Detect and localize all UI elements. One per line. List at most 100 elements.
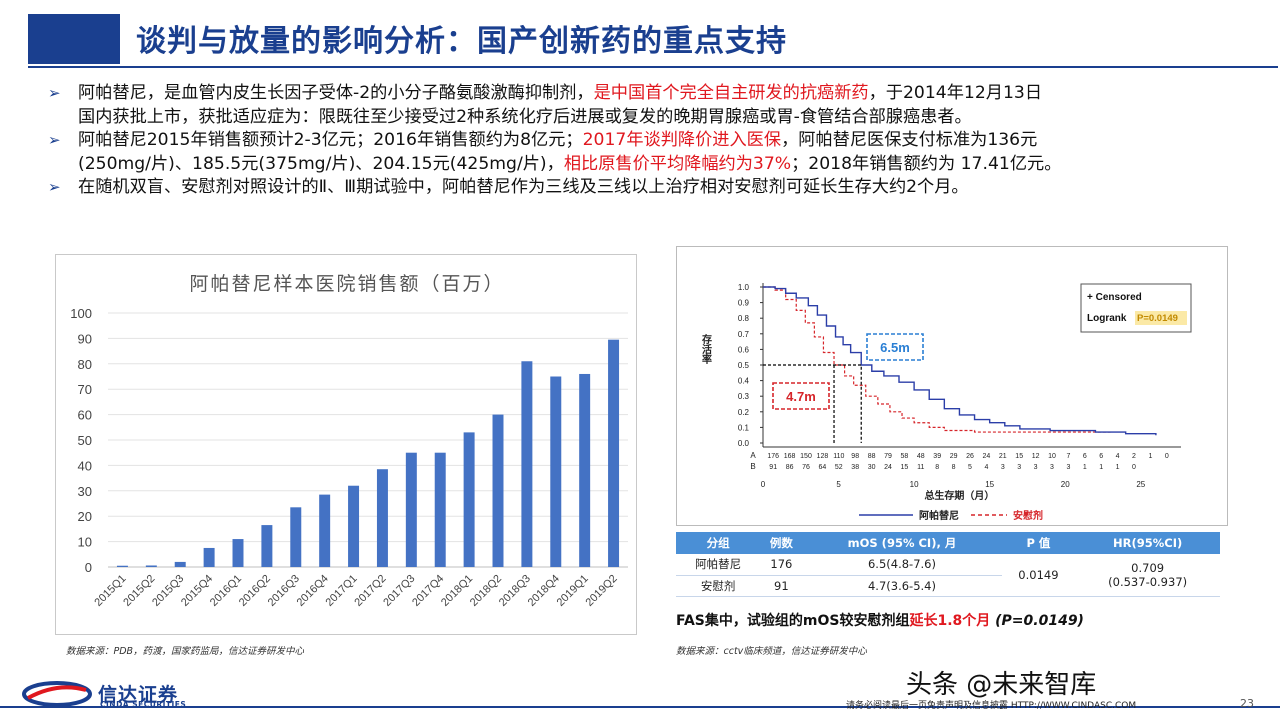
km-x-tick-label: 20: [1061, 480, 1070, 489]
hr-ci: (0.537-0.937): [1108, 574, 1188, 589]
bullet-text: (250mg/片)、185.5元(375mg/片)、204.15元(425mg/…: [78, 153, 564, 174]
km-y-label: 存活率: [700, 333, 712, 365]
bar: [145, 565, 157, 567]
y-tick-label: 0: [85, 560, 92, 575]
company-logo: 信达证券 CINDA SECURITIES: [22, 680, 232, 709]
highlight-text: 是中国首个完全自主研发的抗癌新药: [593, 83, 869, 103]
bar: [376, 469, 388, 567]
col-p: P 值: [1001, 532, 1076, 554]
bullet-item: ➢ 阿帕替尼，是血管内皮生长因子受体-2的小分子酪氨酸激酶抑制剂，是中国首个完全自…: [36, 82, 1266, 129]
risk-a-value: 21: [999, 453, 1007, 460]
sales-chart: 阿帕替尼样本医院销售额（百万） 0 10 20 30 40 50 60 70 80 90 100 20…: [55, 254, 637, 635]
km-y-tick-label: 0.2: [738, 408, 750, 417]
risk-a-value: 26: [966, 453, 974, 460]
km-drug-curve: [763, 286, 1157, 436]
title-accent-gap: [120, 14, 125, 64]
annot-box-drug: [866, 333, 924, 361]
logo-swoosh-icon: [22, 681, 92, 707]
risk-a-value: 110: [833, 453, 844, 460]
bullet-text: ；2018年销售额约为 17.41亿元。: [791, 153, 1062, 174]
y-tick-label: 30: [78, 484, 92, 499]
km-survival-plot: 1.0 0.9 0.8 0.7 0.6 0.5 0.4 0.3 0.2 0.1 0.0 存活率 0 5 10…: [676, 246, 1228, 526]
risk-a-value: 58: [901, 453, 909, 460]
bar: [348, 485, 360, 567]
km-x-label: 总生存期（月）: [924, 489, 994, 502]
legend-p-bg: [1135, 311, 1187, 325]
annot-placebo: 4.7m: [786, 389, 816, 404]
table-header-row: 分组 例数 mOS (95% CI), 月 P 值 HR(95%CI): [676, 532, 1220, 554]
risk-b-value: 86: [786, 464, 794, 471]
bullet-text: ，阿帕替尼医保支付标准为136元: [781, 130, 1038, 150]
page-number: 23: [1240, 697, 1254, 710]
footer-rule: [0, 706, 1280, 708]
km-x-tick-label: 15: [985, 480, 994, 489]
km-y-tick-label: 0.0: [738, 439, 750, 448]
risk-a-value: 6: [1099, 453, 1103, 460]
cell-group: 安慰剂: [676, 575, 761, 597]
km-y-tick-label: 0.8: [738, 314, 750, 323]
risk-row-a-label: A: [750, 451, 756, 460]
cell-hr: 0.709 (0.537-0.937): [1075, 554, 1220, 597]
cell-p-value: 0.0149: [1001, 554, 1076, 597]
bar: [608, 339, 620, 567]
fas-conclusion: FAS集中，试验组的mOS较安慰剂组延长1.8个月 (P=0.0149): [676, 610, 1084, 630]
title-rule: [28, 66, 1278, 68]
risk-b-value: 15: [901, 464, 909, 471]
title-bar: 谈判与放量的影响分析：国产创新药的重点支持: [8, 6, 1278, 68]
bullet-text: 阿帕替尼2015年销售额预计2-3亿元；2016年销售额约为8亿元；: [78, 130, 583, 150]
disclaimer: 请务必阅读最后一页免责声明及信息披露 HTTP://WWW.CINDASC.CO…: [846, 701, 1137, 711]
km-source: 数据来源：cctv临床频道，信达证券研发中心: [676, 646, 867, 657]
risk-a-value: 12: [1032, 453, 1040, 460]
cell-n: 91: [760, 575, 803, 597]
col-hr: HR(95%CI): [1075, 532, 1220, 554]
fas-suffix: (P=0.0149): [995, 613, 1084, 629]
col-n: 例数: [760, 532, 803, 554]
bar: [116, 565, 128, 567]
cell-mos: 4.7(3.6-5.4): [802, 575, 1002, 597]
annot-box-placebo: [772, 382, 830, 410]
risk-b-value: 5: [968, 464, 972, 471]
risk-b-value: 76: [802, 464, 810, 471]
risk-b-value: 1: [1116, 464, 1120, 471]
risk-b-value: 4: [984, 464, 988, 471]
bar: [463, 432, 475, 567]
km-y-tick-label: 0.4: [738, 377, 750, 386]
mos-table: 分组 例数 mOS (95% CI), 月 P 值 HR(95%CI) 阿帕替尼…: [676, 532, 1220, 597]
risk-a-value: 1: [1148, 453, 1152, 460]
chart-title: 阿帕替尼样本医院销售额（百万）: [189, 273, 505, 295]
risk-b-value: 0: [1132, 464, 1136, 471]
bar: [550, 376, 562, 567]
fas-prefix: FAS集中，试验组的mOS较安慰剂组: [676, 613, 910, 629]
risk-a-value: 39: [933, 453, 941, 460]
bar: [405, 452, 417, 567]
risk-a-value: 176: [767, 453, 779, 460]
km-y-tick-label: 0.1: [738, 423, 750, 432]
risk-b-value: 3: [1066, 464, 1070, 471]
km-x-tick-label: 0: [761, 480, 766, 489]
fas-highlight: 延长1.8个月: [909, 613, 991, 629]
risk-a-value: 168: [784, 453, 796, 460]
bullet-line: (250mg/片)、185.5元(375mg/片)、204.15元(425mg/…: [78, 153, 1266, 177]
risk-a-value: 79: [884, 453, 892, 460]
title-accent-block: [28, 14, 124, 64]
bar: [319, 494, 331, 567]
chart-source: 数据来源：PDB，药渡，国家药监局，信达证券研发中心: [66, 646, 305, 657]
y-tick-label: 60: [78, 408, 92, 423]
bullet-line: 在随机双盲、安慰剂对照设计的Ⅱ、Ⅲ期试验中，阿帕替尼作为三线及三线以上治疗相对安…: [78, 176, 1266, 200]
risk-a-value: 2: [1132, 453, 1136, 460]
bar: [579, 373, 591, 567]
y-tick-label: 90: [78, 331, 92, 346]
legend-placebo: 安慰剂: [1013, 509, 1043, 522]
risk-a-value: 150: [800, 453, 812, 460]
page-title: 谈判与放量的影响分析：国产创新药的重点支持: [136, 24, 787, 59]
risk-b-value: 3: [1017, 464, 1021, 471]
risk-b-value: 3: [1001, 464, 1005, 471]
risk-b-value: 38: [851, 464, 859, 471]
col-group: 分组: [676, 532, 761, 554]
risk-b-value: 91: [769, 464, 777, 471]
risk-a-value: 29: [950, 453, 958, 460]
risk-a-value: 4: [1116, 453, 1120, 460]
y-tick-label: 100: [70, 306, 92, 321]
y-tick-label: 70: [78, 382, 92, 397]
